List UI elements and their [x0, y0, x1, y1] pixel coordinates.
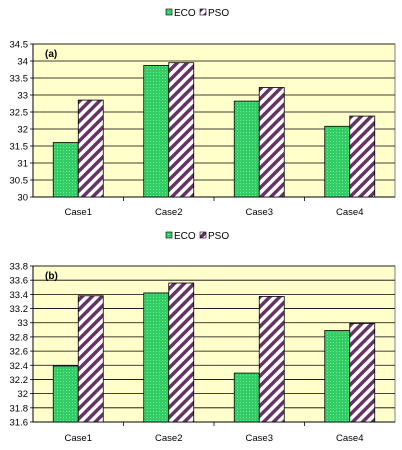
- legend-swatch-pso: [199, 231, 207, 239]
- panel-label: (a): [45, 49, 57, 60]
- y-tick-label: 31.8: [10, 403, 29, 414]
- y-tick-label: 33: [17, 318, 28, 329]
- bar-eco-case2: [143, 65, 170, 198]
- chart-panel-2: ECO PSO 31.6 31.8 32 32.2 32.4 32.6 32.8 33 33.2 33…: [10, 231, 396, 444]
- y-tick-label: 33.6: [10, 276, 29, 287]
- x-tick-label: Case2: [155, 207, 182, 218]
- y-tick-label: 33.8: [10, 262, 29, 273]
- y-tick-label: 31.6: [10, 418, 29, 429]
- y-tick-label: 34.5: [10, 40, 29, 51]
- bar-eco-case3: [233, 372, 260, 423]
- x-tick-label: Case1: [65, 207, 92, 218]
- y-tick-label: 32.4: [10, 361, 29, 372]
- x-tick-label: Case3: [246, 433, 273, 444]
- y-tick-label: 33: [17, 91, 28, 102]
- y-tick-label: 30.5: [10, 176, 29, 187]
- y-tick-label: 33.2: [10, 304, 29, 315]
- y-tick-label: 32.6: [10, 347, 29, 358]
- bar-pso-case1: [77, 295, 104, 423]
- bar-pso-case2: [168, 282, 195, 423]
- x-tick-label: Case3: [246, 207, 273, 218]
- x-tick-label: Case4: [336, 207, 363, 218]
- chart-panel-1: ECO PSO 30 30.5 31 31.5 32 32.5 33 33.5 34 34.5 (a) C…: [10, 8, 396, 218]
- bar-eco-case1: [52, 142, 79, 198]
- legend: ECO PSO: [165, 8, 229, 19]
- bar-pso-case3: [258, 296, 285, 423]
- legend: ECO PSO: [165, 231, 229, 242]
- y-tick-label: 30: [17, 193, 28, 204]
- bar-pso-case2: [168, 62, 195, 198]
- y-tick-label: 32.8: [10, 332, 29, 343]
- y-tick-label: 32: [17, 389, 28, 400]
- panel-label: (b): [45, 271, 58, 282]
- bar-pso-case3: [258, 87, 285, 198]
- legend-swatch-pso: [199, 8, 207, 16]
- bar-eco-case4: [324, 125, 351, 198]
- bar-eco-case1: [52, 365, 79, 423]
- bar-eco-case2: [143, 292, 170, 423]
- bar-pso-case4: [349, 115, 376, 198]
- y-tick-label: 32: [17, 125, 28, 136]
- y-tick-label: 32.2: [10, 375, 29, 386]
- legend-label-eco: ECO: [174, 8, 196, 19]
- bar-eco-case4: [324, 330, 351, 423]
- legend-swatch-eco: [165, 231, 173, 239]
- bar-pso-case4: [349, 323, 376, 423]
- y-tick-label: 34: [17, 57, 28, 68]
- y-tick-label: 31.5: [10, 142, 29, 153]
- y-tick-label: 31: [17, 159, 28, 170]
- legend-label-pso: PSO: [208, 231, 229, 242]
- legend-label-pso: PSO: [208, 8, 229, 19]
- x-tick-label: Case2: [155, 433, 182, 444]
- x-tick-label: Case1: [65, 433, 92, 444]
- bar-pso-case1: [77, 99, 104, 198]
- y-tick-label: 33.5: [10, 74, 29, 85]
- x-tick-label: Case4: [336, 433, 363, 444]
- bar-eco-case3: [233, 100, 260, 198]
- legend-label-eco: ECO: [174, 231, 196, 242]
- legend-swatch-eco: [165, 8, 173, 16]
- y-tick-label: 33.4: [10, 290, 29, 301]
- y-tick-label: 32.5: [10, 108, 29, 119]
